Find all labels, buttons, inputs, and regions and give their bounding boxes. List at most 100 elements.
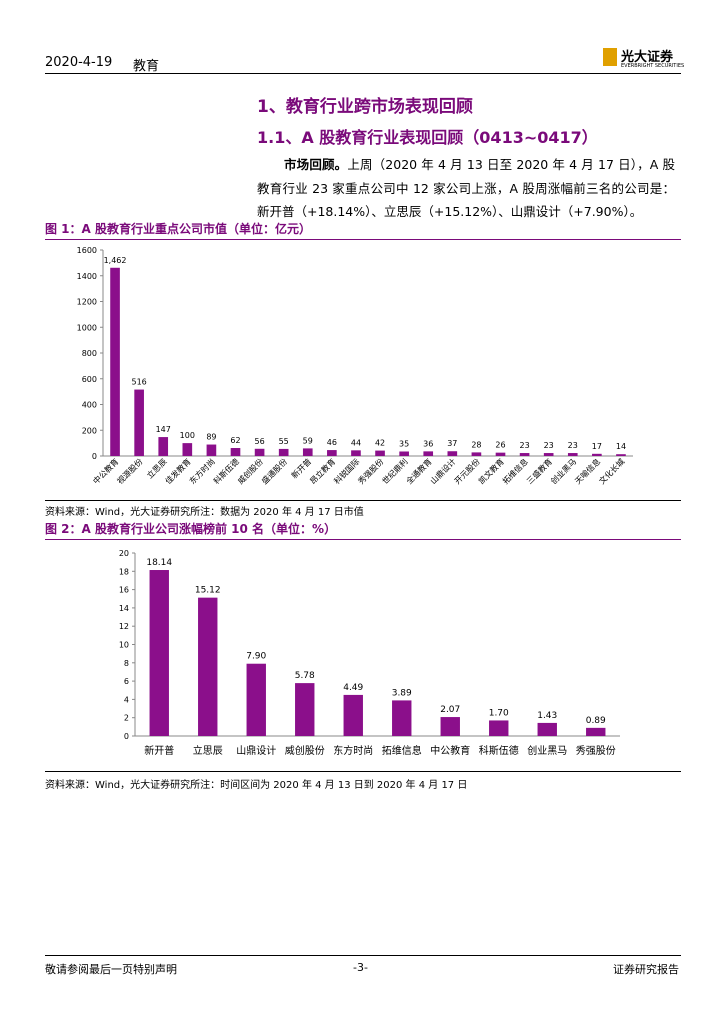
y-tick-label: 400 xyxy=(82,401,97,410)
bar xyxy=(495,452,506,456)
y-tick-label: 1200 xyxy=(77,298,97,307)
x-tick-label: 拓维信息 xyxy=(382,744,422,757)
y-tick-label: 18 xyxy=(119,567,129,576)
rule xyxy=(45,239,681,240)
figure-source: 资料来源：Wind，光大证券研究所注：时间区间为 2020 年 4 月 13 日… xyxy=(45,780,468,791)
bar xyxy=(110,267,120,456)
value-label: 59 xyxy=(303,436,313,445)
logo: 光大证券 xyxy=(621,50,674,65)
bar xyxy=(543,453,554,456)
logo-icon xyxy=(603,48,617,66)
value-label: 23 xyxy=(568,441,578,450)
x-tick-label: 山鼎设计 xyxy=(236,744,276,757)
y-tick-label: 0 xyxy=(124,732,129,741)
bar xyxy=(567,453,578,456)
footer-right: 证券研究报告 xyxy=(613,963,679,976)
x-tick-label: 天喻信息 xyxy=(573,456,603,486)
x-tick-label: 东方时尚 xyxy=(187,456,217,486)
bar xyxy=(592,453,602,456)
value-label: 1,462 xyxy=(104,256,127,265)
value-label: 55 xyxy=(279,437,289,446)
value-label: 147 xyxy=(156,425,171,434)
header-sector: 教育 xyxy=(133,59,160,74)
rule xyxy=(45,73,681,74)
value-label: 0.89 xyxy=(586,716,606,726)
x-tick-label: 新开普 xyxy=(289,456,313,480)
value-label: 100 xyxy=(180,431,195,440)
x-tick-label: 威创股份 xyxy=(235,456,265,486)
paragraph: 市场回顾。上周（2020 年 4 月 13 日至 2020 年 4 月 17 日… xyxy=(257,153,675,224)
bar xyxy=(206,444,217,456)
x-tick-label: 创业黑马 xyxy=(548,456,578,486)
bar xyxy=(343,694,363,736)
bar xyxy=(586,727,606,736)
bar xyxy=(295,683,315,736)
value-label: 23 xyxy=(544,441,554,450)
value-label: 18.14 xyxy=(146,558,172,568)
value-label: 28 xyxy=(471,440,481,449)
value-label: 37 xyxy=(447,439,457,448)
value-label: 2.07 xyxy=(440,705,460,715)
value-label: 15.12 xyxy=(195,586,221,596)
y-tick-label: 800 xyxy=(82,349,97,358)
x-tick-label: 盛通股份 xyxy=(259,456,289,486)
logo-sub: EVERBRIGHT SECURITIES xyxy=(621,63,685,69)
value-label: 4.49 xyxy=(343,683,363,693)
value-label: 44 xyxy=(351,438,361,447)
x-tick-label: 科斯伍德 xyxy=(479,744,519,757)
y-tick-label: 20 xyxy=(119,549,129,558)
x-tick-label: 山鼎设计 xyxy=(428,456,458,486)
bar xyxy=(254,448,265,456)
x-tick-label: 三盛教育 xyxy=(524,456,554,486)
bar xyxy=(327,450,337,456)
x-tick-label: 新开普 xyxy=(144,744,174,757)
y-tick-label: 2 xyxy=(124,714,129,723)
bar xyxy=(392,700,412,736)
y-tick-label: 6 xyxy=(124,677,129,686)
bar xyxy=(423,451,434,456)
x-tick-label: 中公教育 xyxy=(430,744,470,757)
bar xyxy=(230,448,241,456)
bar xyxy=(519,453,530,456)
figure-caption: 图 1：A 股教育行业重点公司市值（单位：亿元） xyxy=(45,222,311,236)
bar xyxy=(399,451,409,456)
bar xyxy=(149,570,169,736)
x-tick-label: 立思辰 xyxy=(193,744,223,757)
y-tick-label: 1600 xyxy=(77,246,97,255)
section-title: 1、教育行业跨市场表现回顾 xyxy=(257,97,473,117)
bar xyxy=(440,717,460,736)
x-tick-label: 威创股份 xyxy=(285,744,325,757)
x-tick-label: 视源股份 xyxy=(115,456,145,486)
value-label: 3.89 xyxy=(392,688,412,698)
x-tick-label: 拓维信息 xyxy=(500,456,530,486)
x-tick-label: 世纪鼎利 xyxy=(380,456,410,486)
y-tick-label: 0 xyxy=(92,452,97,461)
chart: 020040060080010001200140016001,462中公教育51… xyxy=(77,246,633,486)
x-tick-label: 立思辰 xyxy=(145,456,169,480)
x-tick-label: 文化长城 xyxy=(597,456,627,486)
bar xyxy=(375,450,385,456)
bar xyxy=(537,722,557,736)
value-label: 56 xyxy=(254,437,264,446)
x-tick-label: 创业黑马 xyxy=(527,744,567,757)
value-label: 1.70 xyxy=(489,708,509,718)
header-date: 2020-4-19 xyxy=(45,55,113,70)
x-tick-label: 秀强股份 xyxy=(576,745,616,757)
paragraph-lead: 市场回顾。 xyxy=(284,157,348,172)
x-tick-label: 开元股份 xyxy=(452,456,482,486)
x-tick-label: 科锐国际 xyxy=(332,456,362,486)
x-tick-label: 科斯伍德 xyxy=(211,456,241,486)
bar xyxy=(447,451,458,456)
x-tick-label: 秀强股份 xyxy=(356,456,386,486)
rule xyxy=(45,771,681,772)
value-label: 516 xyxy=(131,378,146,387)
rule xyxy=(45,539,681,540)
value-label: 89 xyxy=(206,433,216,442)
figure-caption: 图 2：A 股教育行业公司涨幅榜前 10 名（单位：%） xyxy=(45,522,337,536)
x-tick-label: 凯文教育 xyxy=(476,456,506,486)
bar xyxy=(302,448,313,456)
y-tick-label: 200 xyxy=(82,426,97,435)
bar xyxy=(198,597,218,736)
value-label: 23 xyxy=(519,441,529,450)
